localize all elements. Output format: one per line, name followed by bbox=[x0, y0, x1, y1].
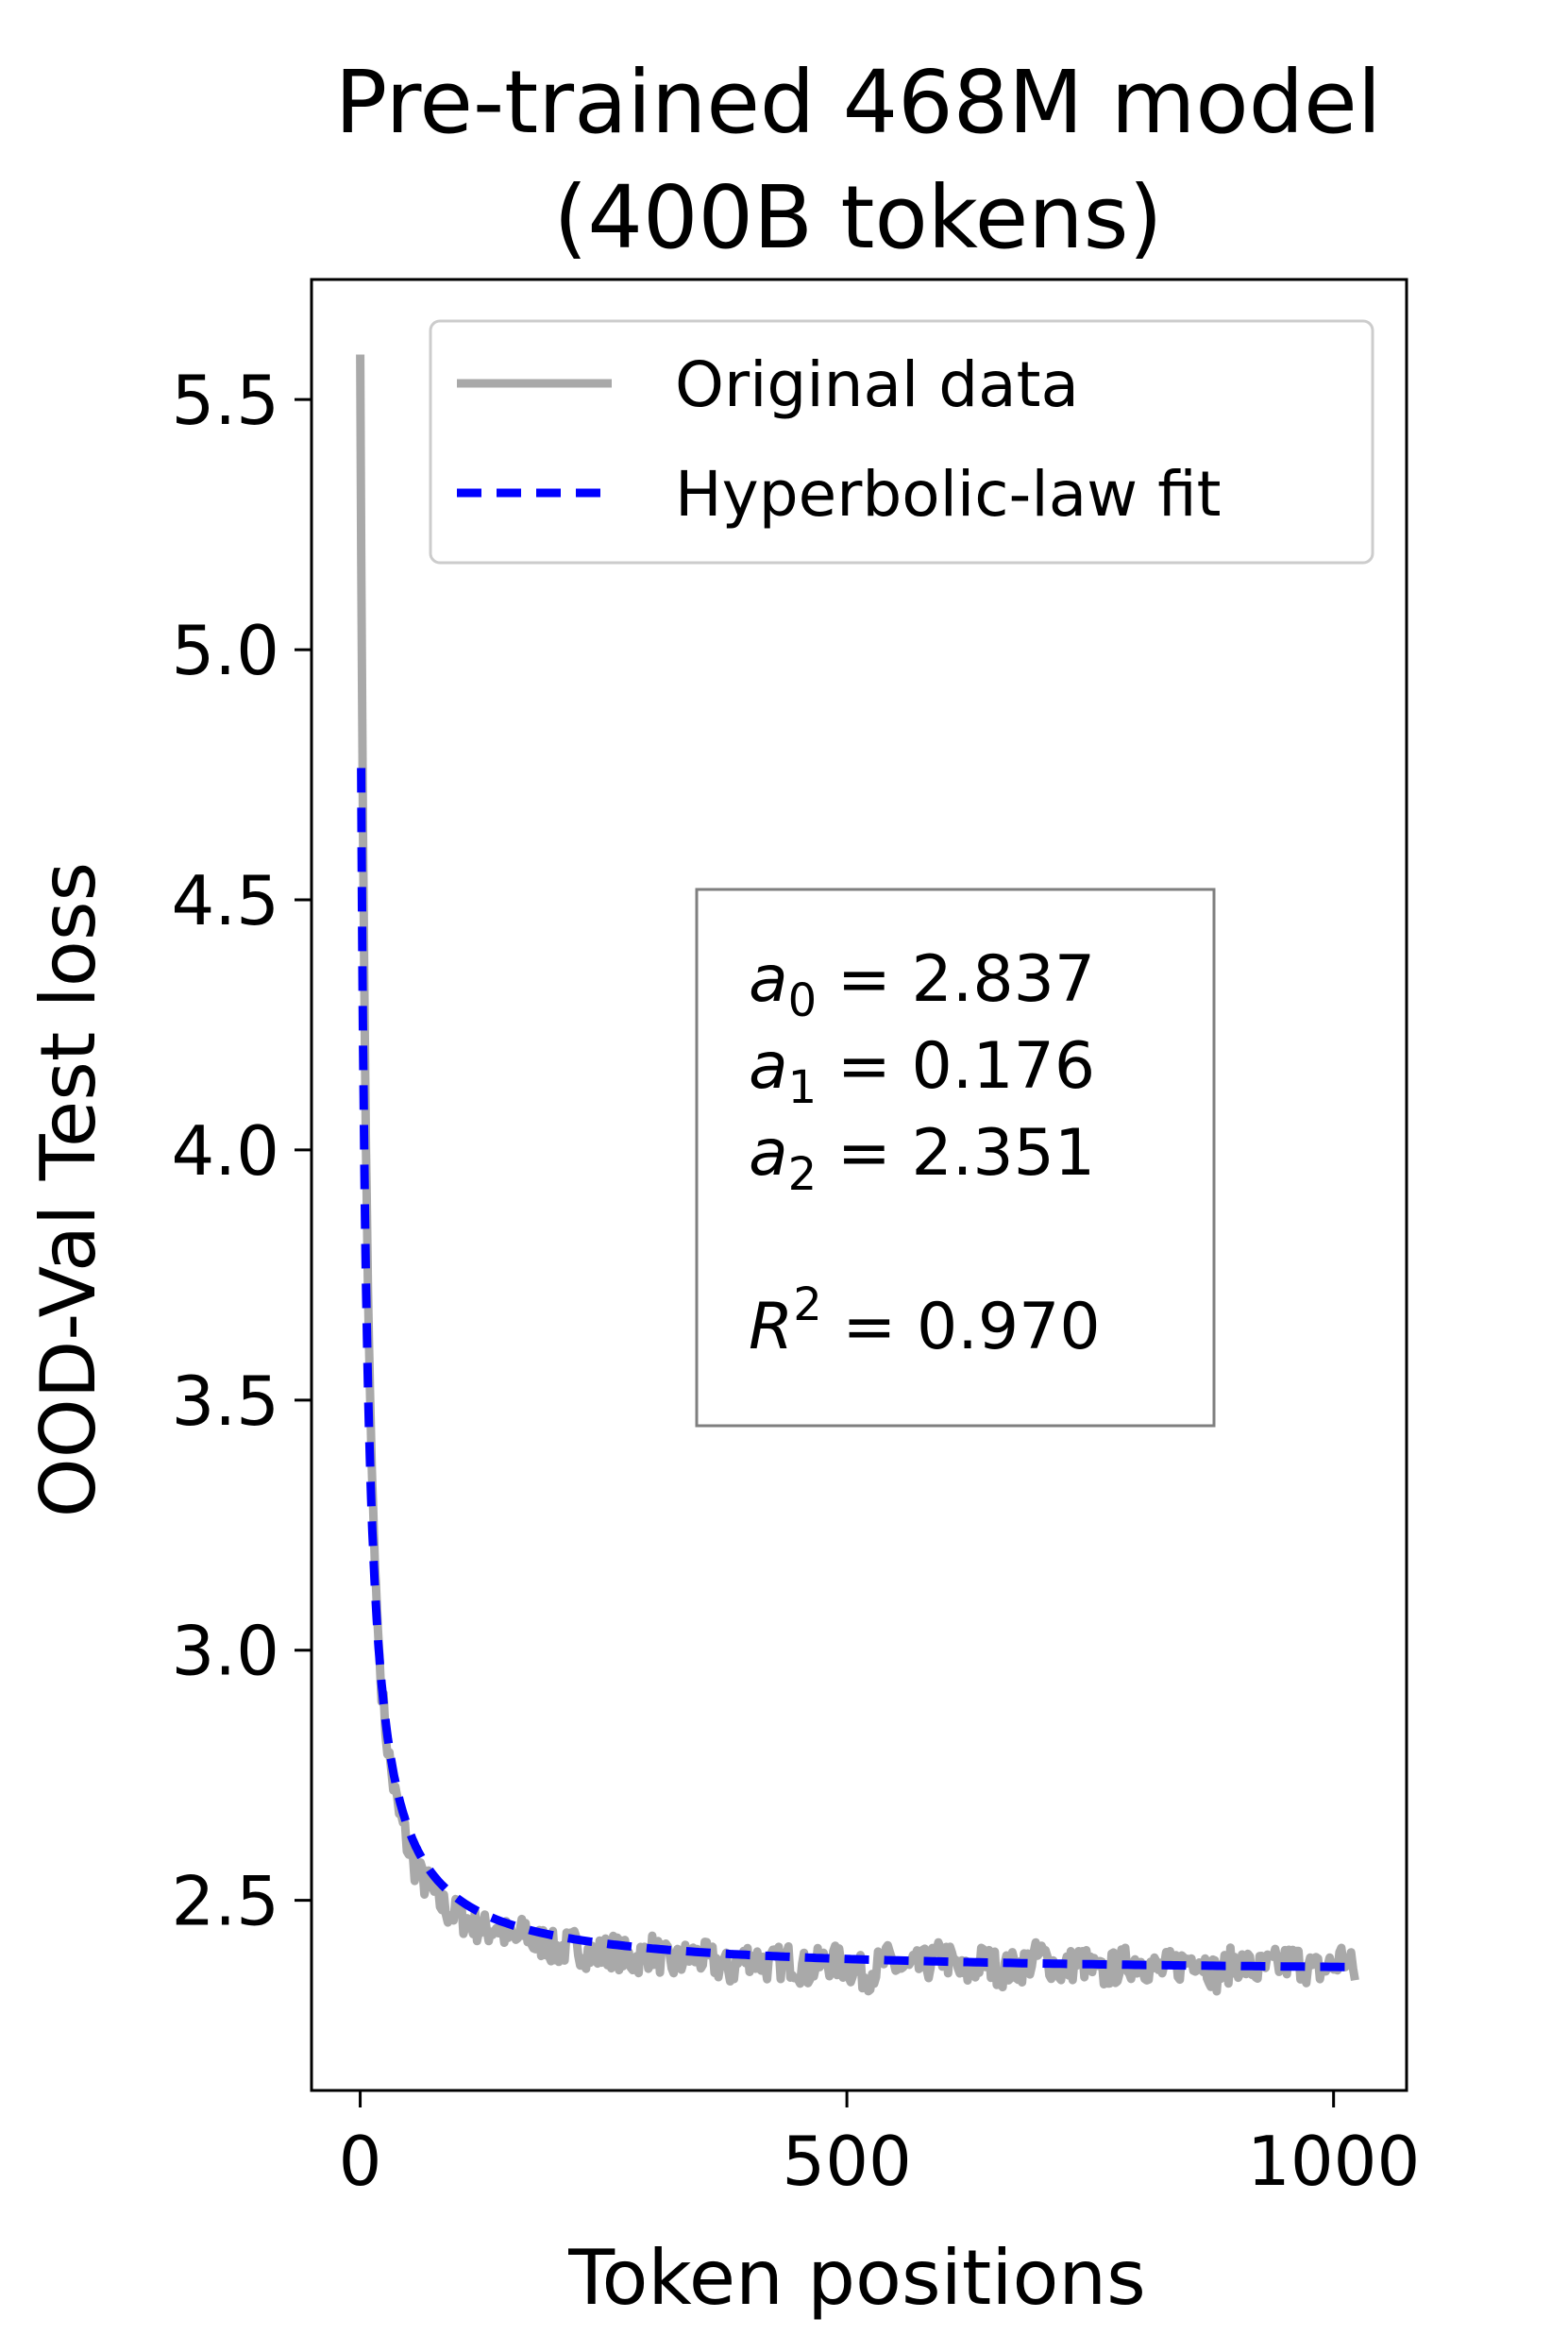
chart-title-line-1: Pre-trained 468M model bbox=[335, 52, 1382, 153]
y-axis-label: OOD-Val Test loss bbox=[25, 862, 112, 1517]
stat-a2-var: a bbox=[749, 1116, 788, 1191]
x-tick-label: 0 bbox=[339, 2122, 382, 2201]
stat-r2-var: R bbox=[749, 1290, 793, 1364]
y-tick-label: 5.0 bbox=[171, 611, 279, 690]
legend: Original data Hyperbolic-law fit bbox=[429, 319, 1374, 565]
y-tick-label: 2.5 bbox=[171, 1862, 279, 1941]
chart-title-line-2: (400B tokens) bbox=[554, 167, 1163, 268]
y-tick-label: 3.0 bbox=[171, 1612, 279, 1691]
stat-a1-var: a bbox=[749, 1029, 788, 1104]
y-tick-label: 5.5 bbox=[171, 361, 279, 440]
series-original-data-line bbox=[356, 354, 1359, 1996]
x-tick-label: 500 bbox=[782, 2122, 911, 2201]
legend-label-fit: Hyperbolic-law fit bbox=[675, 458, 1222, 531]
chart-title: Pre-trained 468M model (400B tokens) bbox=[335, 52, 1382, 268]
x-axis-label: Token positions bbox=[567, 2234, 1146, 2322]
y-tick-label: 4.0 bbox=[171, 1111, 279, 1191]
stat-a0-sub: 0 bbox=[788, 974, 818, 1027]
y-tick-label: 4.5 bbox=[171, 861, 279, 940]
stat-a1-sub: 1 bbox=[788, 1061, 818, 1114]
stat-r2-sup: 2 bbox=[793, 1278, 822, 1331]
fit-statistics-box: a0 = 2.837 a1 = 0.176 a2 = 2.351 R2 = 0.… bbox=[695, 888, 1216, 1428]
stat-a1: a1 = 0.176 bbox=[749, 1029, 1095, 1114]
fit-statistics-frame bbox=[695, 888, 1216, 1428]
legend-box bbox=[429, 319, 1374, 565]
stat-a2: a2 = 2.351 bbox=[749, 1116, 1095, 1201]
y-tick-label: 3.5 bbox=[171, 1362, 279, 1441]
stat-r2-value: 0.970 bbox=[917, 1290, 1101, 1364]
stat-a2-sub: 2 bbox=[788, 1148, 818, 1201]
legend-label-original: Original data bbox=[675, 348, 1079, 421]
stat-a0-var: a bbox=[749, 942, 788, 1017]
plot-area-frame bbox=[310, 278, 1408, 2092]
x-axis-ticks: 0 500 1000 bbox=[339, 2090, 1420, 2201]
stat-a1-value: 0.176 bbox=[911, 1029, 1095, 1104]
stat-a2-value: 2.351 bbox=[911, 1116, 1095, 1191]
x-tick-label: 1000 bbox=[1247, 2122, 1420, 2201]
series-hyperbolic-fit-line bbox=[357, 768, 1354, 1971]
y-axis-ticks: 2.5 3.0 3.5 4.0 4.5 5.0 5.5 bbox=[171, 361, 312, 1941]
stat-a0-value: 2.837 bbox=[911, 942, 1095, 1017]
stat-a0: a0 = 2.837 bbox=[749, 942, 1095, 1027]
series-layer bbox=[356, 354, 1359, 1996]
stat-r2: R2 = 0.970 bbox=[749, 1278, 1101, 1364]
